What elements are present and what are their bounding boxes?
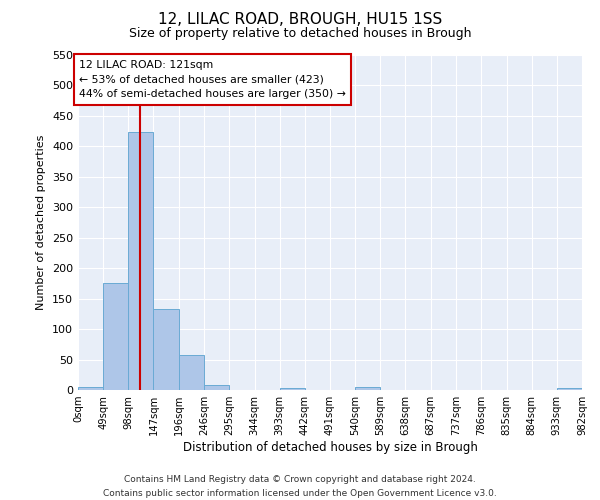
Text: 12 LILAC ROAD: 121sqm
← 53% of detached houses are smaller (423)
44% of semi-det: 12 LILAC ROAD: 121sqm ← 53% of detached …: [79, 60, 346, 100]
Bar: [154, 309, 179, 390]
Bar: [128, 132, 154, 390]
X-axis label: Distribution of detached houses by size in Brough: Distribution of detached houses by size …: [182, 441, 478, 454]
Text: 12, LILAC ROAD, BROUGH, HU15 1SS: 12, LILAC ROAD, BROUGH, HU15 1SS: [158, 12, 442, 28]
Bar: [78, 387, 103, 390]
Bar: [557, 388, 582, 390]
Bar: [280, 388, 305, 390]
Bar: [204, 385, 229, 390]
Bar: [355, 387, 380, 390]
Bar: [179, 356, 204, 390]
Text: Size of property relative to detached houses in Brough: Size of property relative to detached ho…: [129, 28, 471, 40]
Bar: [103, 284, 128, 390]
Y-axis label: Number of detached properties: Number of detached properties: [37, 135, 46, 310]
Text: Contains HM Land Registry data © Crown copyright and database right 2024.
Contai: Contains HM Land Registry data © Crown c…: [103, 476, 497, 498]
